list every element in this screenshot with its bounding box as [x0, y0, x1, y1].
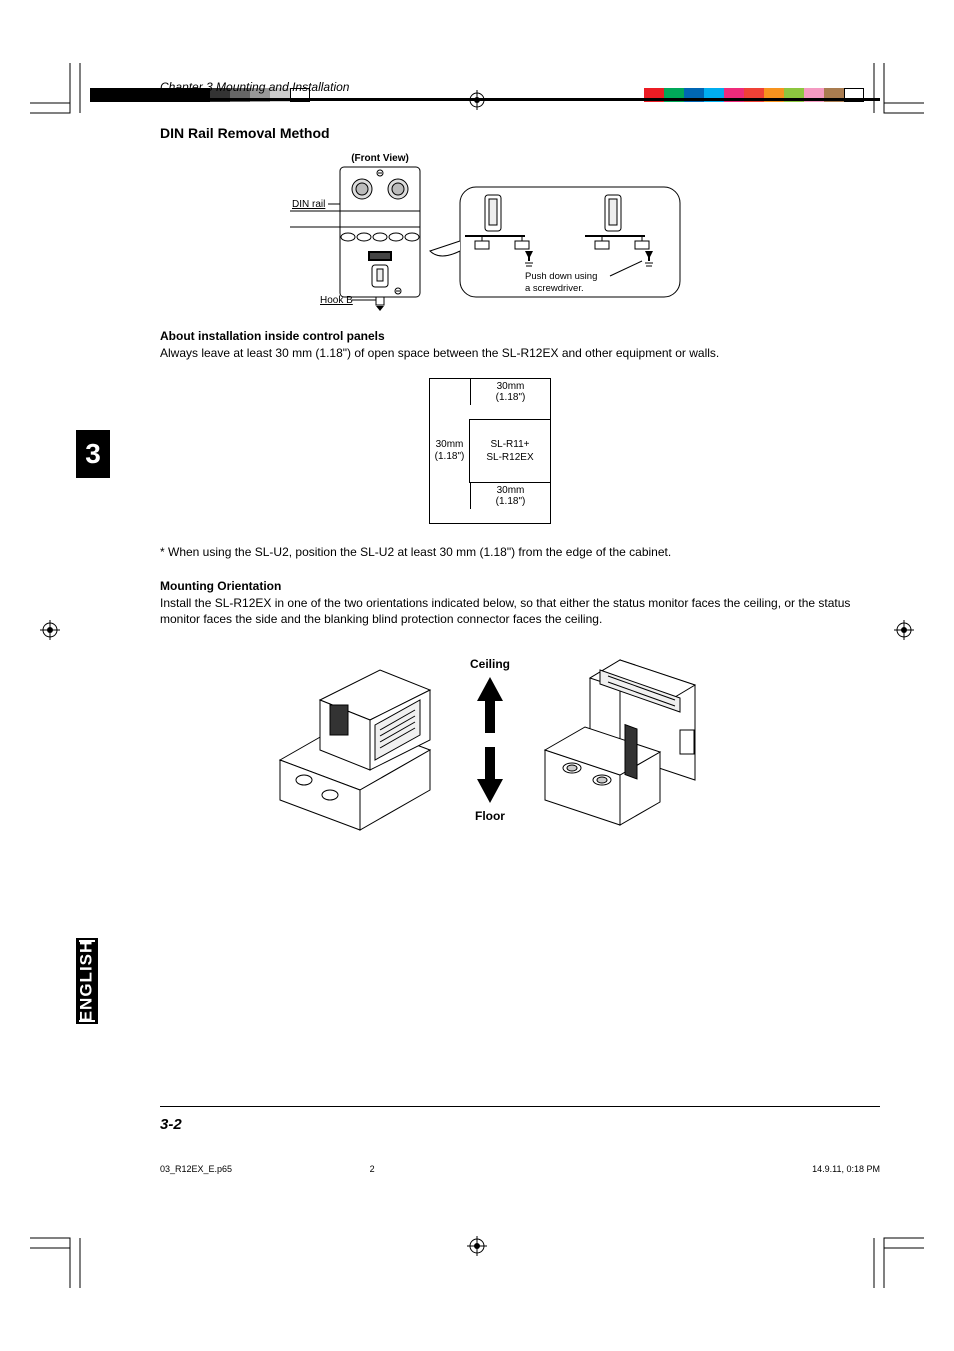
footer-timestamp: 14.9.11, 0:18 PM	[812, 1164, 880, 1174]
footer-page: 2	[370, 1164, 375, 1174]
clearance-top: 30mm (1.18")	[470, 379, 550, 405]
page-number: 3-2	[160, 1116, 182, 1133]
din-rail-diagram: (Front View) DIN rail	[100, 151, 880, 311]
device-iso-right	[530, 640, 720, 840]
footer-file: 03_R12EX_E.p65	[160, 1164, 232, 1174]
about-body: Always leave at least 30 mm (1.18") of o…	[160, 345, 880, 362]
crop-mark-tl	[30, 63, 90, 123]
svg-text:ENGLISH: ENGLISH	[76, 940, 95, 1023]
chapter-header: Chapter 3 Mounting and Installation	[160, 80, 880, 94]
clearance-center: SL-R11+ SL-R12EX	[470, 419, 550, 483]
page-content: Chapter 3 Mounting and Installation DIN …	[100, 80, 880, 840]
crop-mark-bl	[30, 1228, 90, 1288]
floor-label: Floor	[475, 809, 505, 823]
svg-text:DIN rail: DIN rail	[292, 199, 325, 210]
clearance-diagram: 30mm (1.18") 30mm (1.18") SL-R11+ SL-R12…	[100, 378, 880, 524]
chapter-tab: 3	[76, 430, 110, 478]
mounting-body: Install the SL-R12EX in one of the two o…	[160, 595, 880, 629]
registration-mark-bottom	[467, 1236, 487, 1261]
ceiling-label: Ceiling	[470, 657, 510, 671]
svg-text:Hook B: Hook B	[320, 295, 353, 306]
svg-text:Push down using: Push down using	[525, 271, 597, 282]
crop-mark-br	[864, 1228, 924, 1288]
clearance-note: * When using the SL-U2, position the SL-…	[160, 544, 880, 561]
arrow-up-icon	[475, 677, 505, 737]
registration-mark-left	[40, 620, 60, 645]
footer: 03_R12EX_E.p65 2 14.9.11, 0:18 PM	[160, 1164, 880, 1174]
language-tab: ENGLISH	[76, 938, 98, 1024]
clearance-left: 30mm (1.18")	[430, 419, 470, 483]
orientation-diagram: Ceiling Floor	[100, 640, 880, 840]
svg-text:a screwdriver.: a screwdriver.	[525, 283, 584, 294]
device-iso-left	[260, 640, 450, 840]
header-rule	[160, 98, 880, 101]
arrow-down-icon	[475, 743, 505, 803]
section-title: DIN Rail Removal Method	[160, 125, 880, 141]
svg-text:(Front View): (Front View)	[351, 153, 409, 164]
registration-mark-right	[894, 620, 914, 645]
clearance-bottom: 30mm (1.18")	[470, 483, 550, 509]
mounting-heading: Mounting Orientation	[160, 579, 880, 593]
about-heading: About installation inside control panels	[160, 329, 880, 343]
footer-rule	[160, 1106, 880, 1107]
